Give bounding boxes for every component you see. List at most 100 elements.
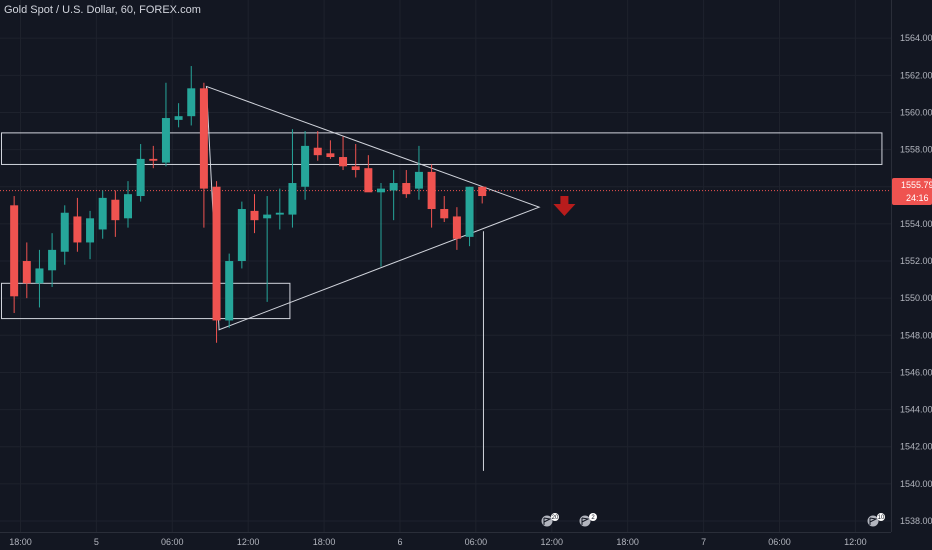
candle-bullish bbox=[187, 66, 196, 126]
event-count-bubble bbox=[551, 513, 559, 521]
flag-glyph-icon bbox=[543, 517, 552, 525]
candle-bearish bbox=[402, 170, 411, 198]
candle-bearish bbox=[313, 131, 322, 161]
candle-bullish bbox=[301, 131, 310, 200]
candle-body bbox=[149, 158, 158, 161]
candle-body bbox=[174, 116, 183, 120]
candle-body bbox=[288, 183, 297, 215]
candle-body bbox=[389, 183, 398, 191]
candle-bullish bbox=[288, 129, 297, 228]
drawings-overlay[interactable] bbox=[553, 196, 576, 217]
candle-body bbox=[73, 216, 82, 243]
candle-bearish bbox=[427, 164, 436, 228]
price-axis[interactable]: 1538.00 1540.00 1542.00 1544.00 1546.00 1548.… bbox=[891, 0, 932, 532]
candle-body bbox=[301, 145, 310, 187]
triangle-pattern[interactable] bbox=[205, 85, 541, 331]
candle-bearish bbox=[440, 196, 449, 223]
candle-bearish bbox=[73, 197, 82, 252]
candle-body bbox=[124, 194, 132, 219]
candle-body bbox=[478, 186, 487, 197]
candle-bearish bbox=[339, 136, 348, 171]
candle-body bbox=[237, 209, 246, 262]
event-marker[interactable]: 20 bbox=[540, 513, 559, 528]
candle-body bbox=[402, 183, 411, 195]
candle-bullish bbox=[377, 183, 385, 267]
candle-body bbox=[136, 158, 145, 197]
candle-body bbox=[414, 171, 423, 189]
candle-bullish bbox=[465, 186, 474, 247]
candle-body bbox=[326, 153, 335, 158]
candle-bullish bbox=[275, 188, 284, 230]
candle-bearish bbox=[149, 145, 158, 169]
last-price-value: 1555.79 bbox=[901, 180, 932, 190]
candle-bearish bbox=[351, 144, 360, 178]
price-tick-label: 1542.00 bbox=[900, 442, 932, 452]
candle-bullish bbox=[174, 103, 183, 128]
candle-bearish bbox=[250, 194, 259, 234]
candle-bullish bbox=[136, 144, 145, 202]
candle-bullish bbox=[414, 145, 423, 200]
candle-body bbox=[250, 210, 259, 221]
candle-body bbox=[10, 205, 19, 297]
down-arrow-icon[interactable] bbox=[553, 196, 576, 217]
event-marker[interactable]: 10 bbox=[866, 513, 885, 528]
price-tick-label: 1544.00 bbox=[900, 405, 932, 415]
resistance-zone-rectangle[interactable] bbox=[1, 132, 883, 165]
price-tick-label: 1552.00 bbox=[900, 256, 932, 266]
candle-body bbox=[199, 88, 208, 189]
candle-body bbox=[427, 171, 436, 210]
candle-bullish bbox=[98, 190, 107, 239]
candle-body bbox=[364, 168, 373, 193]
candle-bearish bbox=[22, 242, 31, 299]
chart-grid bbox=[0, 0, 891, 532]
event-count: 20 bbox=[552, 515, 559, 521]
event-count: 2 bbox=[591, 515, 595, 521]
candle-body bbox=[440, 209, 449, 219]
price-tick-label: 1548.00 bbox=[900, 330, 932, 340]
candle-bullish bbox=[237, 201, 246, 269]
price-tick-label: 1564.00 bbox=[900, 33, 932, 43]
candle-body bbox=[22, 261, 31, 284]
support-zone-rectangle[interactable] bbox=[1, 282, 291, 320]
flag-glyph-icon bbox=[581, 517, 590, 525]
price-tick-label: 1562.00 bbox=[900, 70, 932, 80]
candle-body bbox=[111, 199, 120, 221]
candle-bullish bbox=[161, 82, 170, 167]
candle-bearish bbox=[212, 181, 221, 343]
candle-body bbox=[275, 212, 284, 215]
price-tick-label: 1546.00 bbox=[900, 367, 932, 377]
candle-body bbox=[313, 147, 322, 156]
event-marker[interactable]: 2 bbox=[578, 513, 597, 528]
events-row[interactable]: 20 2 10 bbox=[540, 513, 885, 528]
candle-body bbox=[86, 218, 95, 243]
drawings-layer[interactable] bbox=[1, 85, 883, 471]
candle-bullish bbox=[389, 170, 398, 221]
time-tick-label: 6 bbox=[397, 537, 402, 547]
candle-bullish bbox=[48, 233, 57, 288]
candle-bullish bbox=[60, 205, 69, 265]
time-axis[interactable]: 18:00 5 06:00 12:00 18:00 6 06:00 12:00 18:00 7 06… bbox=[0, 532, 891, 548]
candle-body bbox=[377, 188, 385, 193]
candle-body bbox=[465, 186, 474, 237]
time-tick-label: 18:00 bbox=[9, 537, 32, 547]
price-tick-label: 1560.00 bbox=[900, 107, 932, 117]
symbol-title[interactable]: Gold Spot / U.S. Dollar, 60, FOREX.com bbox=[4, 4, 201, 16]
candles-layer bbox=[10, 66, 487, 343]
candle-bearish bbox=[326, 140, 335, 159]
candle-bullish bbox=[263, 196, 272, 302]
candle-bearish bbox=[452, 207, 461, 250]
candle-body bbox=[98, 197, 107, 230]
flag-glyph-icon bbox=[869, 517, 878, 525]
candle-body bbox=[187, 88, 196, 117]
candle-body bbox=[351, 166, 360, 171]
time-tick-label: 06:00 bbox=[768, 537, 791, 547]
time-tick-label: 7 bbox=[701, 537, 706, 547]
time-tick-label: 12:00 bbox=[237, 537, 260, 547]
candle-body bbox=[263, 214, 272, 219]
time-tick-label: 12:00 bbox=[844, 537, 867, 547]
price-tick-label: 1540.00 bbox=[900, 479, 932, 489]
time-tick-label: 06:00 bbox=[161, 537, 184, 547]
candle-bullish bbox=[86, 210, 95, 260]
event-count-bubble bbox=[877, 513, 885, 521]
